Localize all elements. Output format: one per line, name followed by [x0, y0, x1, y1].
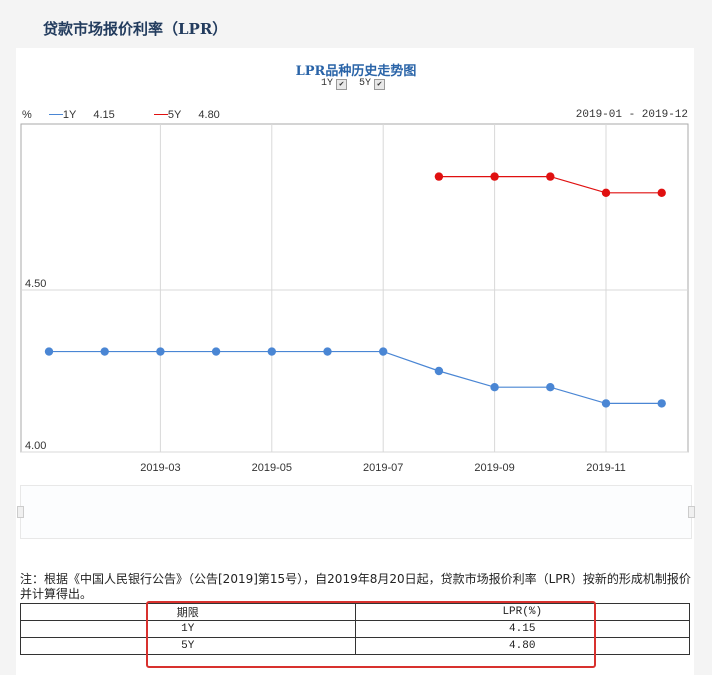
toggle-1y-checkbox[interactable]: ✔ — [335, 79, 347, 90]
table-row: 1Y 4.15 — [20, 620, 690, 638]
x-tick-label: 2019-07 — [363, 462, 403, 474]
footnote: 注：根据《中国人民银行公告》（公告[2019]第15号），自2019年8月20日… — [20, 572, 691, 601]
highlight-box — [146, 601, 596, 668]
y-tick-label: 4.00 — [25, 440, 46, 452]
data-point[interactable] — [156, 347, 165, 356]
data-point[interactable] — [490, 172, 499, 181]
line-chart: 2019-03 2019-05 2019-07 2019-09 2019-11 4.00 4… — [20, 123, 689, 474]
data-point[interactable] — [546, 172, 555, 181]
legend-5y-swatch — [153, 114, 168, 115]
toggle-5y-label: 5Y — [359, 78, 372, 89]
legend-1y-name: 1Y — [62, 109, 77, 121]
range-slider-left-handle[interactable] — [17, 506, 24, 518]
range-slider[interactable] — [17, 485, 695, 539]
legend-5y-name: 5Y — [167, 109, 182, 121]
toggle-1y-label: 1Y — [320, 78, 333, 89]
table-row: 5Y 4.80 — [20, 637, 690, 655]
legend-1y-value: 4.15 — [93, 109, 115, 121]
x-tick-label: 2019-09 — [474, 462, 514, 474]
date-range-label: 2019-01 - 2019-12 — [575, 109, 688, 121]
data-point[interactable] — [211, 347, 221, 356]
cell-rate: 4.80 — [354, 637, 690, 655]
data-point[interactable] — [657, 399, 666, 408]
data-point[interactable] — [323, 347, 332, 356]
data-point[interactable] — [657, 188, 666, 197]
legend-1y-swatch — [48, 114, 63, 115]
data-point[interactable] — [601, 188, 611, 197]
data-point[interactable] — [601, 399, 611, 408]
cell-term: 5Y — [20, 637, 356, 655]
data-point[interactable] — [44, 347, 54, 356]
x-tick-label: 2019-03 — [140, 462, 180, 474]
data-point[interactable] — [490, 383, 499, 392]
unit-label: % — [22, 109, 32, 121]
data-point[interactable] — [434, 366, 444, 376]
series-toggles: 1Y ✔ 5Y ✔ — [0, 78, 712, 90]
x-tick-label: 2019-11 — [586, 462, 626, 474]
range-slider-right-handle[interactable] — [688, 506, 695, 518]
chart-legend: % 1Y 4.15 5Y 4.80 — [22, 109, 220, 121]
y-tick-label: 4.50 — [25, 278, 46, 290]
data-point[interactable] — [434, 172, 444, 181]
table-header-row: 期限 LPR(%) — [20, 603, 690, 621]
lpr-table: 期限 LPR(%) 1Y 4.15 5Y 4.80 — [20, 603, 690, 655]
data-point[interactable] — [267, 347, 276, 356]
x-tick-label: 2019-05 — [252, 462, 292, 474]
chart-title: LPR品种历史走势图 — [295, 64, 417, 79]
legend-5y-value: 4.80 — [198, 109, 220, 121]
data-point[interactable] — [546, 383, 555, 392]
data-point[interactable] — [379, 347, 388, 356]
toggle-5y-checkbox[interactable]: ✔ — [374, 79, 386, 90]
page-title: 贷款市场报价利率（LPR） — [43, 20, 228, 38]
data-point[interactable] — [100, 347, 109, 356]
